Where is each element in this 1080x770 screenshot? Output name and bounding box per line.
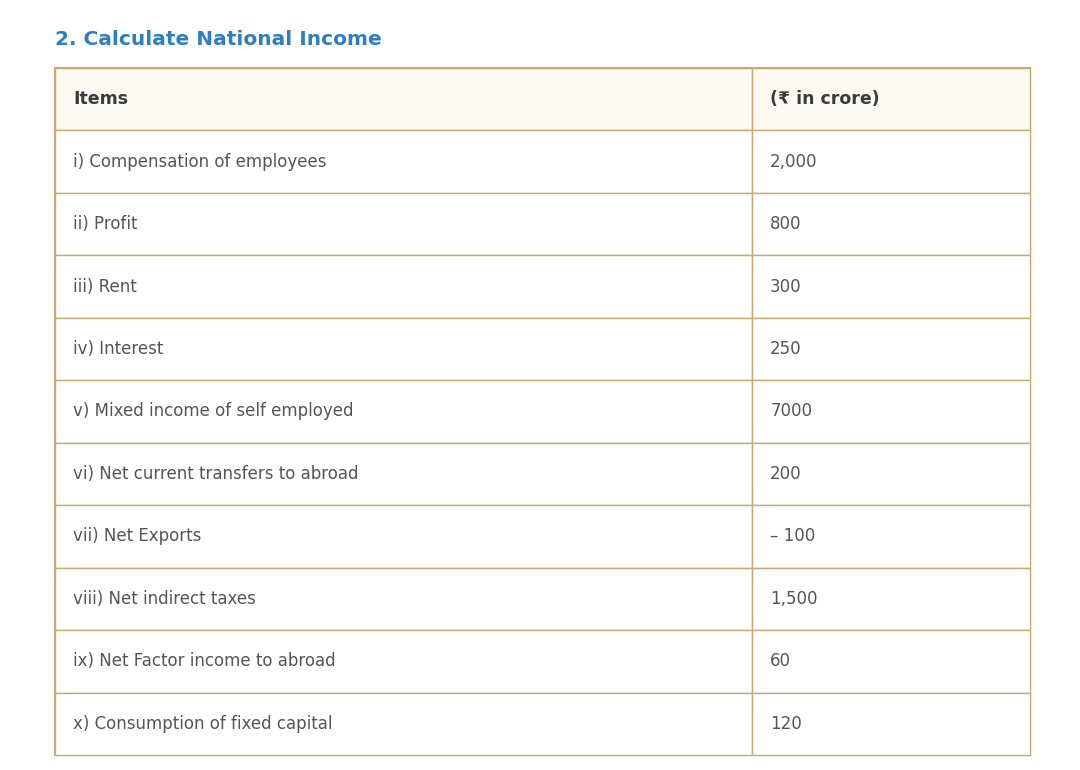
Bar (55, 692, 752, 755)
Bar (55, 318, 752, 380)
Bar (752, 630, 1030, 692)
Bar (752, 68, 1030, 130)
Text: 1,500: 1,500 (770, 590, 818, 608)
Text: 300: 300 (770, 278, 801, 296)
Text: Items: Items (73, 90, 129, 109)
Bar (55, 567, 752, 630)
Text: ix) Net Factor income to abroad: ix) Net Factor income to abroad (73, 652, 336, 671)
Bar (55, 505, 752, 567)
Text: vi) Net current transfers to abroad: vi) Net current transfers to abroad (73, 465, 359, 483)
Bar (752, 567, 1030, 630)
Text: iii) Rent: iii) Rent (73, 278, 137, 296)
Bar (752, 380, 1030, 443)
Text: 2,000: 2,000 (770, 152, 818, 171)
Bar (55, 630, 752, 692)
Bar (752, 505, 1030, 567)
Bar (752, 256, 1030, 318)
Text: i) Compensation of employees: i) Compensation of employees (73, 152, 326, 171)
Bar (55, 68, 752, 130)
Bar (55, 443, 752, 505)
Text: – 100: – 100 (770, 527, 815, 545)
Text: vii) Net Exports: vii) Net Exports (73, 527, 201, 545)
Bar (55, 130, 752, 193)
Text: 7000: 7000 (770, 403, 812, 420)
Text: 800: 800 (770, 215, 801, 233)
Bar (752, 443, 1030, 505)
Text: iv) Interest: iv) Interest (73, 340, 163, 358)
Bar (55, 68, 1030, 755)
Text: 60: 60 (770, 652, 792, 671)
Bar (55, 380, 752, 443)
Text: viii) Net indirect taxes: viii) Net indirect taxes (73, 590, 256, 608)
Text: v) Mixed income of self employed: v) Mixed income of self employed (73, 403, 353, 420)
Text: 200: 200 (770, 465, 801, 483)
Text: x) Consumption of fixed capital: x) Consumption of fixed capital (73, 715, 333, 733)
Text: ii) Profit: ii) Profit (73, 215, 137, 233)
Bar (55, 193, 752, 256)
Bar (752, 318, 1030, 380)
Text: (₹ in crore): (₹ in crore) (770, 90, 880, 109)
Bar (752, 193, 1030, 256)
Bar (55, 256, 752, 318)
Bar (752, 692, 1030, 755)
Text: 120: 120 (770, 715, 801, 733)
Text: 2. Calculate National Income: 2. Calculate National Income (55, 30, 381, 49)
Bar (752, 130, 1030, 193)
Text: 250: 250 (770, 340, 801, 358)
